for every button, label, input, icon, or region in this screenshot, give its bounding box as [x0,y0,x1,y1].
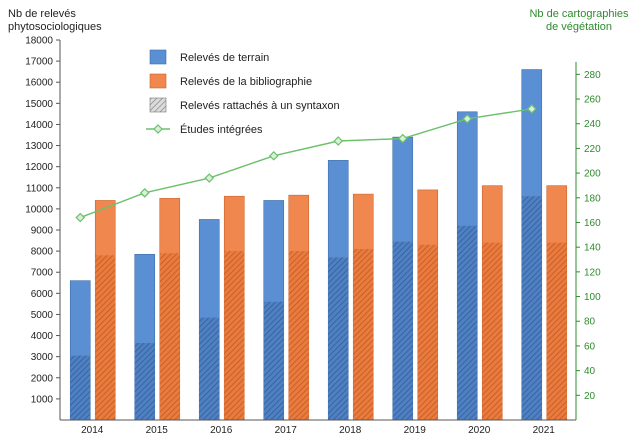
left-axis-title-text: Nb de relevés phytosociologiques [8,8,102,33]
legend-swatch [149,49,167,65]
left-axis-tick-label: 8000 [31,247,54,258]
right-axis-tick-label: 140 [584,243,601,254]
bar-terrain-syntaxon [521,196,542,420]
etudes-point [139,188,150,198]
line-layer [75,104,537,223]
bar-biblio-syntaxon [224,251,245,420]
left-axis-tick-label: 17000 [25,57,53,68]
x-axis-tick-label: 2018 [339,425,362,435]
left-axis-tick-label: 15000 [25,99,53,110]
x-axis-tick-label: 2014 [81,425,104,435]
legend-label: Études intégrées [180,123,263,136]
right-axis-tick-label: 120 [584,267,601,278]
right-axis-tick-label: 160 [584,218,601,229]
left-axis-tick-label: 13000 [25,141,53,152]
bar-biblio-syntaxon [353,249,374,420]
x-axis-tick-label: 2021 [533,425,556,435]
legend: Relevés de terrain Relevés de la bibliogr… [146,49,340,136]
etudes-point [204,173,215,183]
left-axis-tick-label: 18000 [25,36,53,47]
left-axis-tick-label: 12000 [25,162,53,173]
bar-terrain-syntaxon [263,301,284,420]
right-axis-title: Nb de cartographies de végétation [524,8,634,34]
x-axis-tick-label: 2017 [275,425,298,435]
left-axis-tick-label: 4000 [31,331,54,342]
x-axis-tick-label: 2019 [404,425,427,435]
x-axis-tick-label: 2015 [146,425,169,435]
legend-swatch-marker [153,124,163,134]
bar-biblio-syntaxon [95,255,116,420]
etudes-line [79,108,532,219]
legend-label: Relevés de terrain [180,52,269,64]
bar-terrain-syntaxon [457,225,478,420]
x-axis-tick-label: 2016 [210,425,233,435]
bar-terrain-syntaxon [70,355,91,420]
right-axis-tick-label: 200 [584,169,601,180]
left-axis-title: Nb de relevés phytosociologiques [8,8,108,34]
left-axis-tick-label: 5000 [31,310,54,321]
right-axis-tick-label: 240 [584,119,601,130]
left-axis-tick-label: 16000 [25,78,53,89]
bar-biblio-syntaxon [288,251,309,420]
legend-swatch [149,97,167,113]
legend-label: Relevés de la bibliographie [180,76,312,88]
bar-terrain-syntaxon [328,257,349,420]
bar-terrain-syntaxon [134,342,155,420]
right-axis-tick-label: 280 [584,70,601,81]
left-axis-tick-label: 9000 [31,226,54,237]
etudes-point [333,136,344,146]
etudes-point [397,133,408,144]
bar-terrain-syntaxon [392,241,413,420]
right-axis-tick-label: 40 [584,366,596,377]
etudes-point [526,104,537,114]
left-axis-tick-label: 1000 [31,394,54,405]
left-axis-tick-label: 11000 [26,183,54,194]
right-axis-tick-label: 20 [584,391,596,402]
right-axis-tick-label: 260 [584,95,601,106]
bar-terrain-syntaxon [199,317,220,420]
etudes-point [268,150,279,161]
right-axis-tick-label: 220 [584,144,601,155]
bars-layer [69,69,568,421]
right-axis-tick-label: 60 [584,341,596,352]
right-axis-title-text: Nb de cartographies de végétation [529,8,629,33]
legend-label: Relevés rattachés à un syntaxon [180,100,340,112]
bar-biblio-syntaxon [159,253,180,420]
left-axis-tick-label: 3000 [31,352,54,363]
left-axis-tick-label: 6000 [31,289,54,300]
left-axis-tick-label: 2000 [31,373,54,384]
x-axis-tick-label: 2020 [468,425,491,435]
right-axis-tick-label: 100 [584,292,601,303]
left-axis-tick-label: 10000 [25,204,53,215]
right-axis-tick-label: 180 [584,193,601,204]
bar-biblio-syntaxon [417,244,438,420]
legend-swatch [149,73,167,89]
right-axis-tick-label: 80 [584,317,596,328]
left-axis-tick-label: 14000 [25,120,53,131]
axes-layer: 1000 2000 3000 4000 5000 6000 7000 8000 9000 1000… [25,36,601,435]
bar-biblio-syntaxon [546,242,567,420]
etudes-point [462,113,473,124]
bar-biblio-syntaxon [482,242,503,420]
etudes-point [75,212,86,223]
left-axis-tick-label: 7000 [31,268,54,279]
